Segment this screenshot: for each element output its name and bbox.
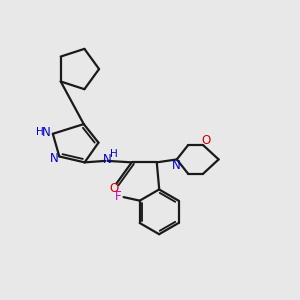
Text: N: N <box>172 159 180 172</box>
Text: H: H <box>36 127 43 137</box>
Text: N: N <box>50 152 58 165</box>
Text: O: O <box>110 182 119 195</box>
Text: O: O <box>201 134 210 147</box>
Text: N: N <box>103 153 112 166</box>
Text: H: H <box>110 149 118 159</box>
Text: F: F <box>115 190 122 203</box>
Text: N: N <box>42 126 51 139</box>
